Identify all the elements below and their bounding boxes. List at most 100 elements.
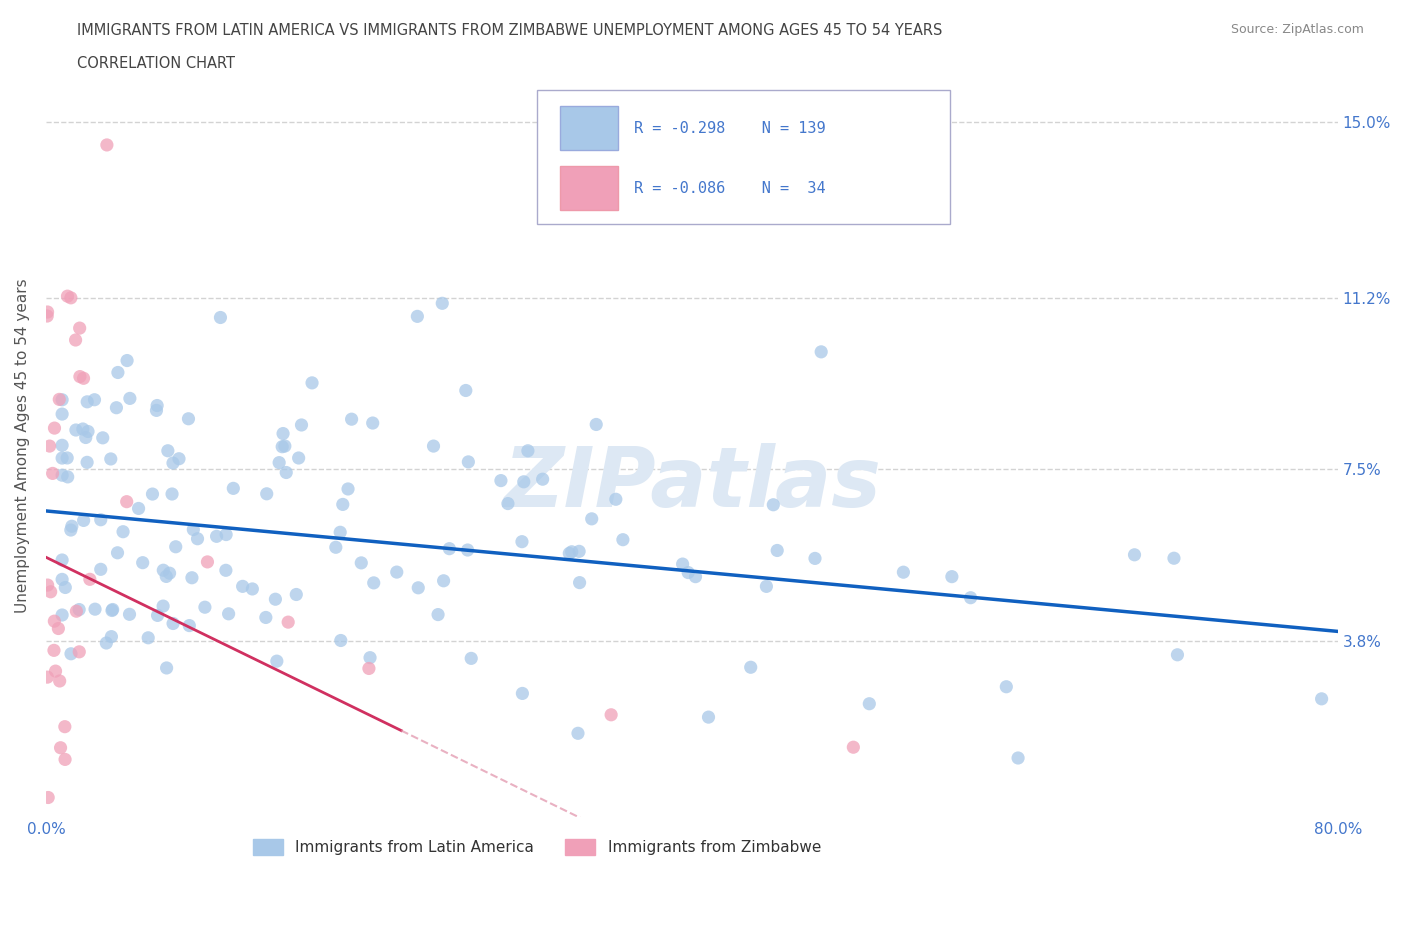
Point (186, 531, 208, 546)
Point (432, 296, 454, 311)
Point (83, 392, 105, 407)
Point (105, 400, 128, 415)
Point (197, 554, 219, 569)
Point (568, 544, 591, 559)
Point (510, 534, 533, 549)
Point (72, 371, 94, 386)
Point (76, 455, 98, 470)
Point (72, 513, 94, 528)
Point (65, 422, 87, 437)
Point (264, 591, 287, 606)
Point (406, 580, 429, 595)
Point (290, 418, 312, 432)
Point (287, 450, 309, 465)
Point (90, 512, 112, 527)
Point (1166, 647, 1188, 662)
Point (959, 591, 981, 605)
Point (676, 565, 699, 580)
Text: R = -0.298    N = 139: R = -0.298 N = 139 (634, 121, 825, 136)
Point (112, 525, 135, 539)
Point (337, 482, 360, 497)
Point (42, 643, 65, 658)
Point (329, 633, 352, 648)
Point (48, 621, 70, 636)
Point (59, 523, 82, 538)
Point (271, 439, 294, 454)
Point (766, 543, 789, 558)
Point (90, 562, 112, 577)
Point (96, 635, 118, 650)
Point (179, 618, 201, 633)
Point (60, 519, 83, 534)
Point (38, 439, 60, 454)
Text: R = -0.086    N =  34: R = -0.086 N = 34 (634, 180, 825, 196)
Point (406, 309, 429, 324)
Point (69, 321, 91, 336)
Point (205, 529, 228, 544)
Point (37, 790, 59, 805)
Point (155, 660, 177, 675)
Point (359, 650, 381, 665)
Point (804, 551, 827, 565)
Point (269, 455, 291, 470)
Point (53, 719, 76, 734)
Point (101, 602, 124, 617)
Point (49, 740, 72, 755)
Point (568, 575, 591, 590)
Point (427, 607, 450, 622)
Point (363, 576, 385, 591)
Point (128, 501, 150, 516)
Point (48, 392, 70, 406)
Point (581, 512, 603, 526)
Point (159, 565, 181, 580)
Point (65, 604, 87, 618)
Point (222, 481, 245, 496)
Point (454, 383, 477, 398)
Point (44, 420, 66, 435)
Point (165, 539, 187, 554)
Point (325, 539, 347, 554)
Bar (560, 166, 619, 210)
Point (141, 486, 163, 501)
Point (48, 673, 70, 688)
Point (218, 606, 240, 621)
Point (512, 686, 534, 701)
Point (51, 392, 73, 407)
Point (858, 697, 880, 711)
FancyBboxPatch shape (537, 90, 950, 224)
Point (697, 710, 720, 724)
Point (56, 450, 79, 465)
Point (76, 394, 98, 409)
Point (1123, 548, 1146, 563)
Point (69, 369, 91, 384)
Point (215, 563, 238, 578)
Point (332, 497, 354, 512)
Point (75, 430, 97, 445)
Point (810, 344, 832, 359)
Text: IMMIGRANTS FROM LATIN AMERICA VS IMMIGRANTS FROM ZIMBABWE UNEMPLOYMENT AMONG AGE: IMMIGRANTS FROM LATIN AMERICA VS IMMIGRA… (77, 23, 942, 38)
Point (51, 468, 73, 483)
Point (84, 602, 107, 617)
Point (160, 486, 183, 501)
Point (460, 651, 482, 666)
Point (842, 739, 865, 754)
Point (39, 584, 62, 599)
Point (232, 578, 254, 593)
Point (167, 451, 190, 466)
Point (357, 661, 380, 676)
Point (256, 486, 278, 501)
Point (51, 607, 73, 622)
Point (285, 587, 308, 602)
Point (266, 654, 288, 669)
Point (240, 581, 263, 596)
Point (91, 431, 114, 445)
Point (350, 555, 373, 570)
Point (44, 664, 66, 679)
Point (100, 451, 122, 466)
Point (37, 670, 59, 684)
Point (439, 541, 461, 556)
Point (51, 406, 73, 421)
Point (77, 424, 100, 439)
Point (755, 579, 778, 594)
Point (145, 403, 167, 418)
